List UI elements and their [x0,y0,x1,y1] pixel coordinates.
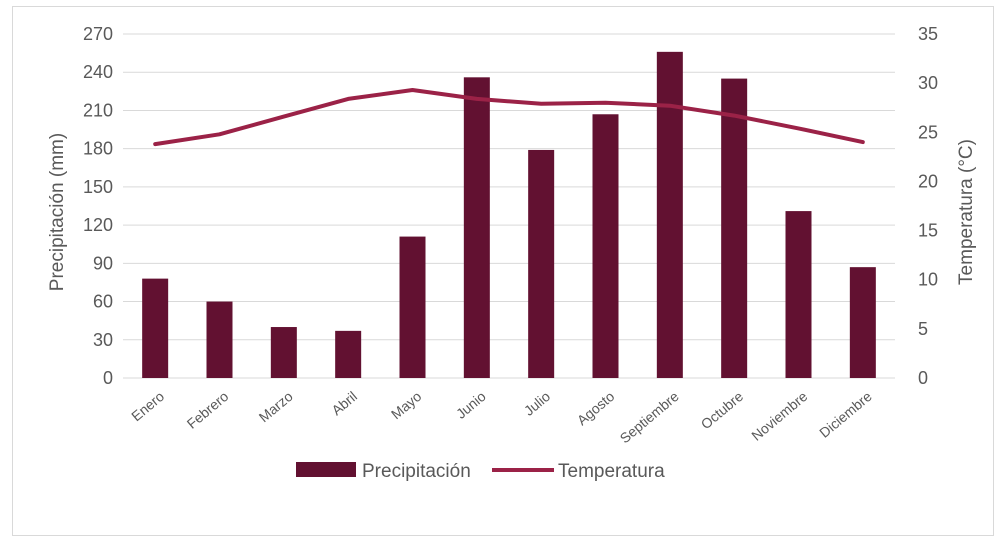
y-tick-label: 180 [83,139,113,159]
grid-lines [123,33,895,379]
y-tick-label: 60 [93,292,113,312]
bar-precipitation [142,278,169,378]
bar-precipitation [592,114,619,379]
y2-tick-label: 5 [918,319,928,339]
temperature-line [153,88,865,147]
x-tick-label: Septiembre [617,388,682,446]
y-tick-label: 210 [83,100,113,120]
legend-label-precipitation: Precipitación [362,461,471,482]
right-axis-ticks: 0 5 10 15 20 25 30 35 [918,24,938,388]
x-tick-label: Marzo [256,388,296,425]
y-axis-title: Precipitación (mm) [47,133,68,291]
x-tick-label: Febrero [184,388,232,432]
chart-frame [12,6,994,536]
legend-label-temperature: Temperatura [558,461,665,482]
x-tick-label: Junio [453,388,489,422]
y2-tick-label: 10 [918,270,938,290]
y-tick-label: 120 [83,215,113,235]
x-tick-label: Enero [128,388,167,424]
temperature-line-layer [153,88,865,147]
x-axis-ticks: Enero Febrero Marzo Abril Mayo Junio Julio Agos… [128,388,875,446]
x-tick-label: Agosto [574,388,618,428]
x-tick-label: Abril [328,388,360,418]
bar-precipitation [528,149,555,378]
bar-precipitation [849,267,876,378]
bar-precipitation [463,77,490,379]
bar-precipitation [785,211,812,378]
bar-precipitation [399,236,426,378]
y-tick-label: 30 [93,330,113,350]
precipitation-bars [142,51,876,379]
y2-tick-label: 25 [918,122,938,142]
y2-tick-label: 20 [918,171,938,191]
y-tick-label: 90 [93,253,113,273]
y-tick-label: 240 [83,62,113,82]
bar-precipitation [656,51,683,378]
bar-precipitation [721,78,748,378]
legend-swatch-precipitation [296,462,356,477]
bar-precipitation [206,301,233,378]
x-tick-label: Diciembre [816,388,875,441]
bar-precipitation [335,330,362,378]
y2-tick-label: 0 [918,368,928,388]
y2-tick-label: 15 [918,221,938,241]
y-tick-label: 150 [83,177,113,197]
y-tick-label: 270 [83,24,113,44]
legend: Precipitación Temperatura [296,461,665,482]
x-tick-label: Noviembre [748,388,810,444]
y2-tick-label: 35 [918,24,938,44]
x-tick-label: Mayo [388,388,425,422]
bar-precipitation [270,327,297,378]
y2-tick-label: 30 [918,73,938,93]
y2-axis-title: Temperatura (°C) [956,139,977,285]
x-tick-label: Octubre [698,388,747,432]
y-tick-label: 0 [103,368,113,388]
x-tick-label: Julio [521,388,554,419]
left-axis-ticks: 0 30 60 90 120 150 180 210 240 270 [83,24,113,388]
